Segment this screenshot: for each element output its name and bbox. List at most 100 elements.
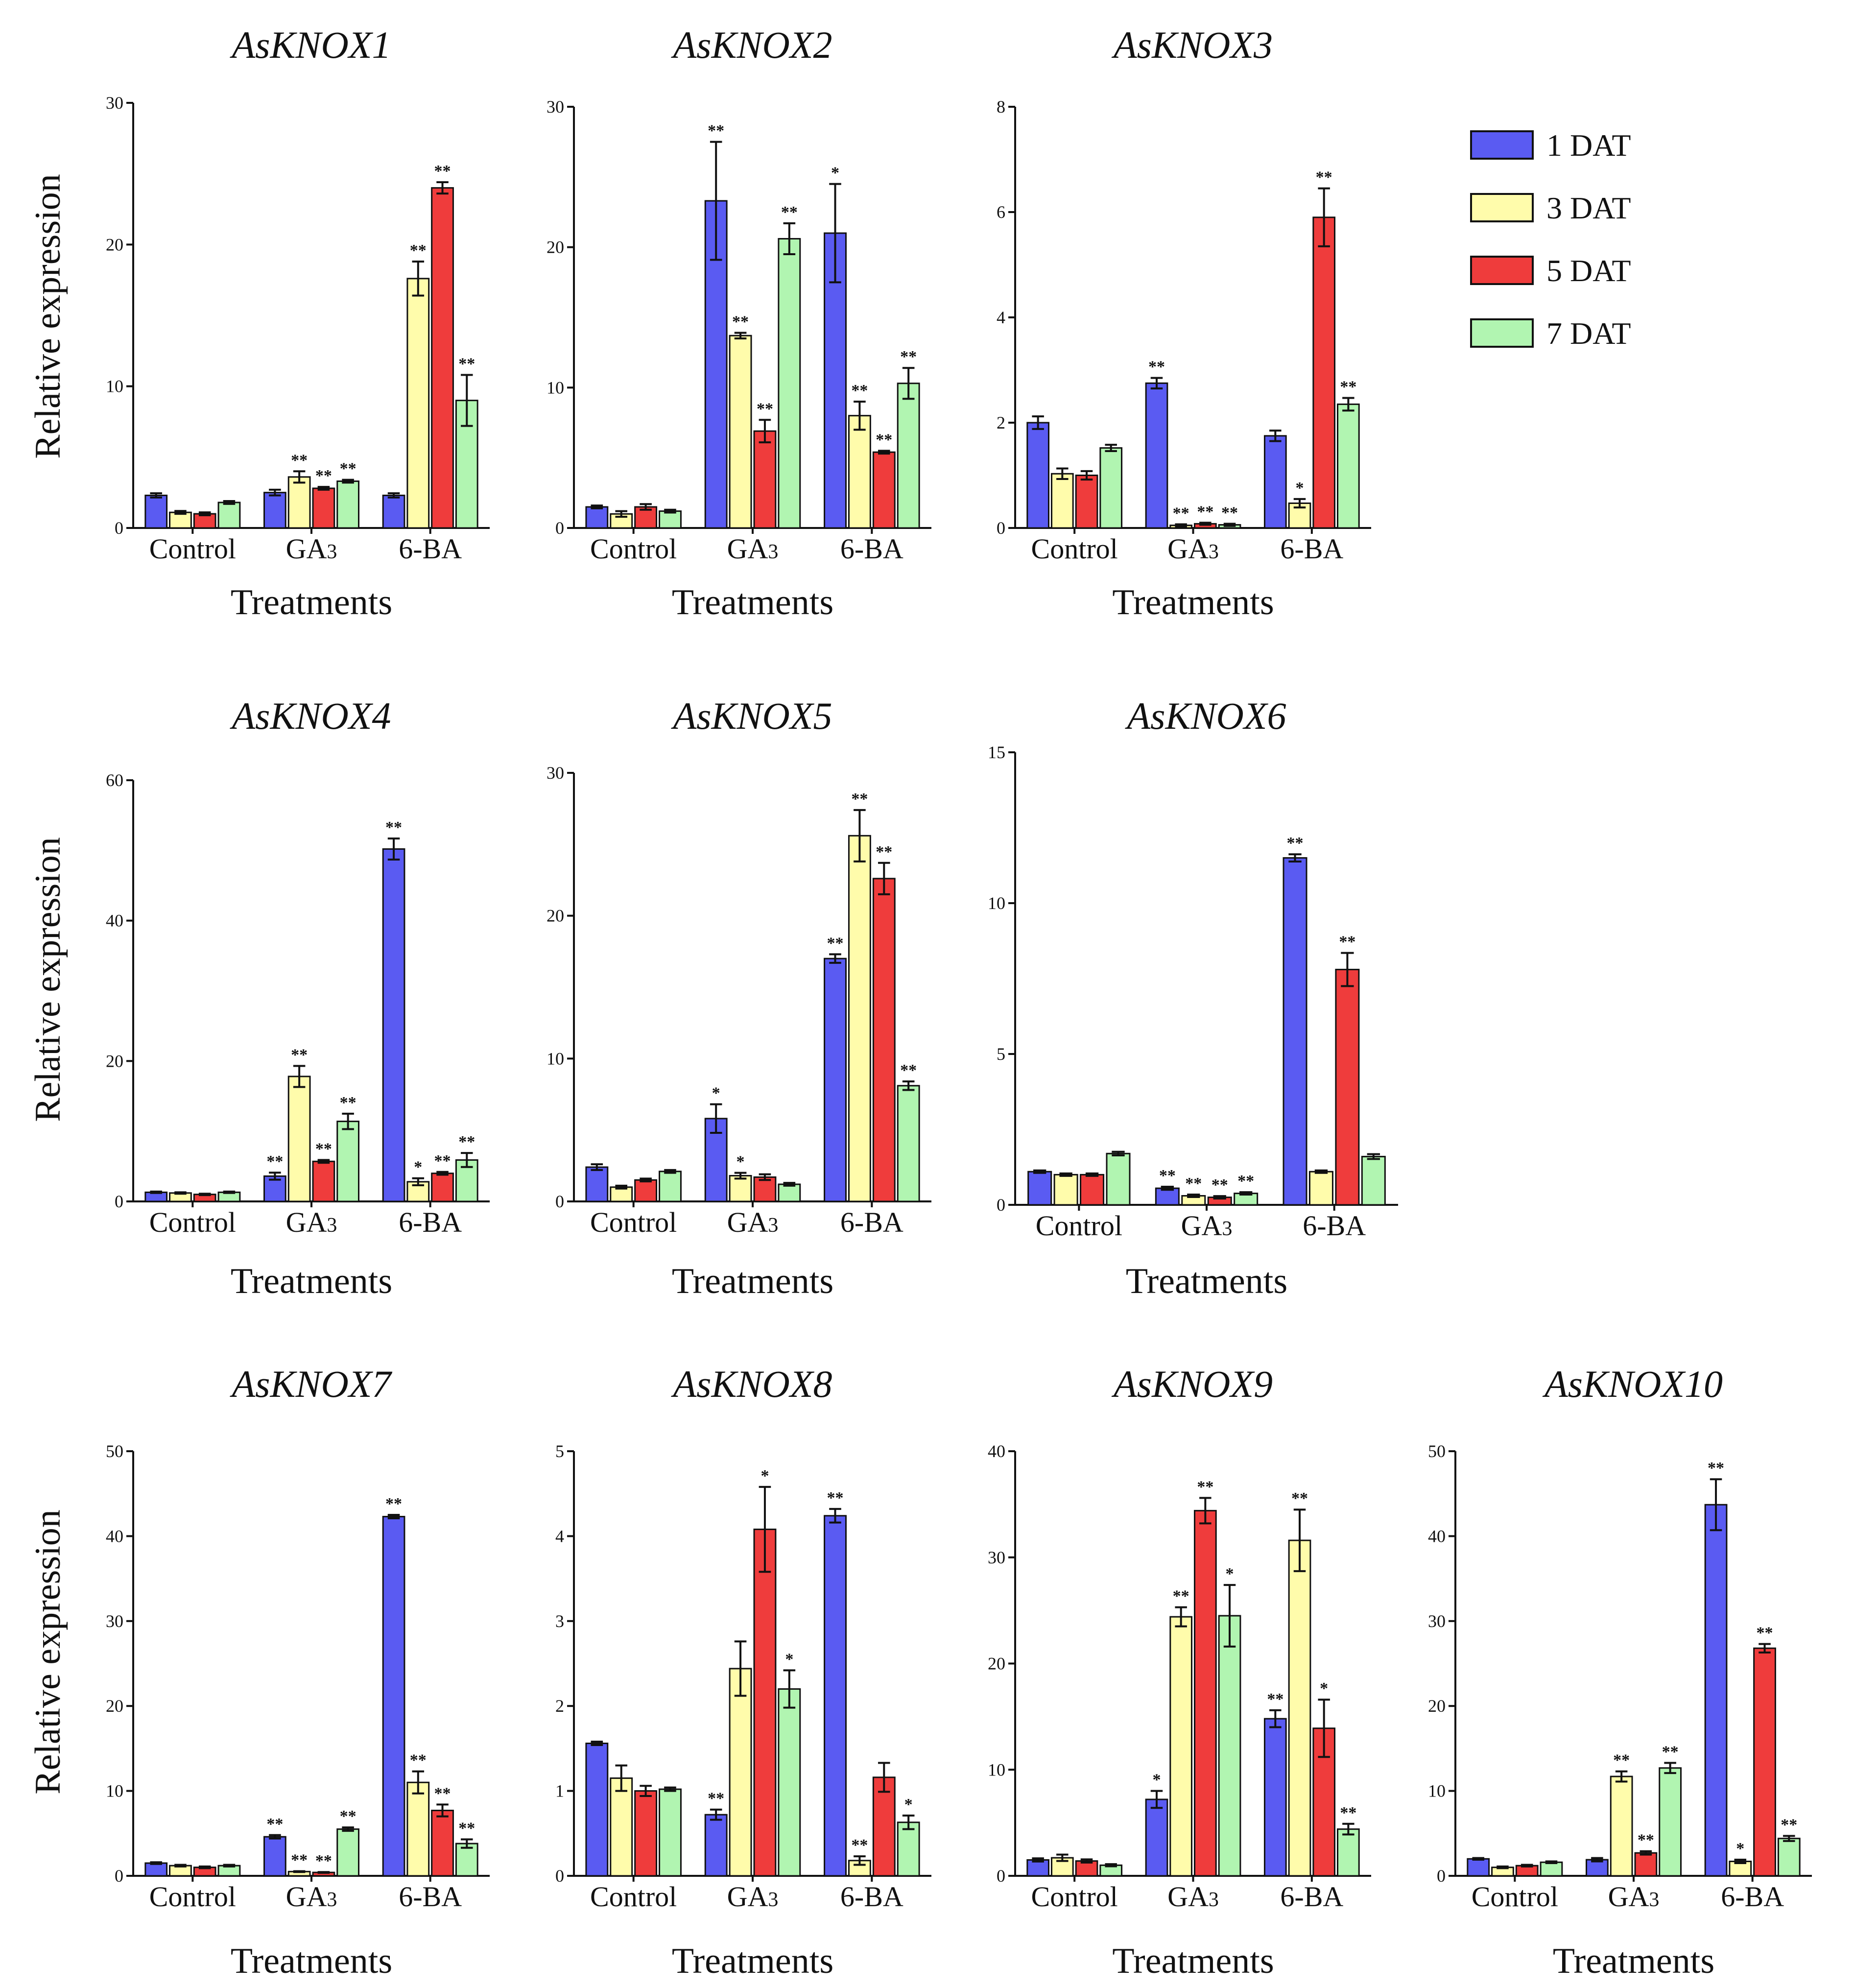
significance-marker: **	[1173, 504, 1189, 522]
y-tick-label: 10	[106, 1781, 123, 1801]
category-label: Control	[1036, 1210, 1122, 1242]
category-label: Control	[590, 1206, 677, 1238]
significance-marker: *	[1295, 479, 1304, 497]
y-tick-label: 20	[547, 906, 564, 926]
bar	[778, 1183, 801, 1202]
significance-marker: **	[1287, 834, 1304, 852]
category-label: 6-BA	[840, 1881, 903, 1913]
y-tick-label: 8	[997, 97, 1005, 117]
y-tick-label: 6	[997, 202, 1005, 222]
bar	[1080, 1174, 1105, 1206]
x-axis-title: Treatments	[1553, 1941, 1714, 1981]
legend-swatch	[1470, 193, 1534, 222]
significance-marker: **	[291, 451, 308, 469]
bar	[1335, 969, 1360, 1206]
chart-panel-1: AsKNOX1 0 10 20 30 Control ** ** ** GA3 ** ** ** 6-BA…	[106, 24, 490, 623]
significance-marker: **	[1159, 1167, 1176, 1185]
y-tick-label: 0	[1437, 1866, 1446, 1886]
significance-marker: **	[1316, 168, 1332, 187]
significance-marker: **	[1781, 1816, 1797, 1834]
bar	[659, 1171, 682, 1202]
y-tick-label: 20	[106, 1051, 123, 1071]
bar	[382, 848, 405, 1202]
x-axis-title: Treatments	[672, 582, 833, 623]
category-label: GA3	[286, 533, 337, 565]
bar	[312, 487, 335, 529]
x-axis-title: Treatments	[1126, 1261, 1287, 1301]
y-tick-label: 50	[106, 1441, 123, 1461]
bar	[897, 1085, 920, 1202]
bar	[848, 835, 871, 1202]
category-label: Control	[149, 1881, 236, 1913]
y-axis-title: Relative expression	[28, 1509, 68, 1795]
y-tick-label: 30	[547, 763, 564, 783]
category-label: 6-BA	[840, 533, 903, 565]
bar	[1169, 1616, 1193, 1877]
significance-marker: **	[340, 1807, 357, 1825]
significance-marker: *	[904, 1796, 913, 1814]
significance-marker: **	[827, 1489, 844, 1507]
bar	[1540, 1861, 1563, 1877]
significance-marker: **	[434, 1152, 451, 1170]
significance-marker: **	[1662, 1743, 1679, 1761]
significance-marker: **	[315, 1852, 332, 1870]
legend-label: 1 DAT	[1546, 128, 1631, 163]
bar	[824, 958, 847, 1202]
category-label: Control	[1031, 533, 1118, 565]
legend: 1 DAT 3 DAT 5 DAT 7 DAT	[1470, 128, 1631, 351]
bar	[1193, 1509, 1217, 1877]
y-tick-label: 0	[997, 1866, 1005, 1886]
bar	[263, 492, 286, 529]
bar	[263, 1836, 286, 1877]
category-label: 6-BA	[1721, 1881, 1784, 1913]
y-tick-label: 0	[555, 1866, 564, 1886]
significance-marker: **	[1197, 1478, 1213, 1496]
category-label: GA3	[1181, 1210, 1233, 1242]
bar	[872, 878, 896, 1202]
bar	[729, 335, 752, 529]
bar	[336, 1828, 360, 1877]
bar	[144, 494, 168, 529]
bar	[1145, 382, 1168, 529]
bar	[144, 1862, 168, 1877]
chart-panel-2: AsKNOX20102030Control********GA3*******6…	[547, 24, 931, 623]
bar	[287, 1076, 311, 1202]
significance-marker: **	[434, 162, 451, 180]
significance-marker: *	[761, 1467, 769, 1485]
bar	[1753, 1647, 1776, 1877]
panel-title: AsKNOX10	[1542, 1363, 1723, 1405]
bar	[1145, 1798, 1168, 1877]
category-label: GA3	[286, 1881, 337, 1913]
bar	[431, 187, 454, 529]
significance-marker: **	[1212, 1176, 1228, 1194]
panel-title: AsKNOX2	[670, 24, 832, 66]
panel-title: AsKNOX1	[229, 24, 391, 66]
bar	[1283, 857, 1307, 1206]
y-tick-label: 40	[106, 1526, 123, 1546]
significance-marker: **	[851, 1836, 868, 1854]
bar	[634, 1179, 658, 1202]
significance-marker: **	[1173, 1587, 1189, 1605]
significance-marker: *	[737, 1153, 745, 1171]
significance-marker: *	[1320, 1679, 1328, 1698]
y-tick-label: 30	[1428, 1611, 1446, 1631]
y-tick-label: 20	[106, 235, 123, 254]
panel-title: AsKNOX8	[670, 1363, 832, 1405]
bar	[336, 480, 360, 529]
bar	[729, 1175, 752, 1202]
significance-marker: *	[414, 1158, 422, 1176]
bar	[585, 1166, 609, 1202]
bar	[336, 1121, 360, 1202]
y-tick-label: 3	[555, 1611, 564, 1631]
significance-marker: **	[1148, 358, 1165, 376]
bar	[431, 1173, 454, 1202]
legend-label: 5 DAT	[1546, 253, 1631, 288]
significance-marker: *	[1226, 1565, 1234, 1583]
legend-label: 3 DAT	[1546, 191, 1631, 225]
bar	[1263, 435, 1287, 529]
significance-marker: **	[827, 934, 844, 952]
bar	[1263, 1718, 1287, 1877]
y-tick-label: 60	[106, 770, 123, 790]
